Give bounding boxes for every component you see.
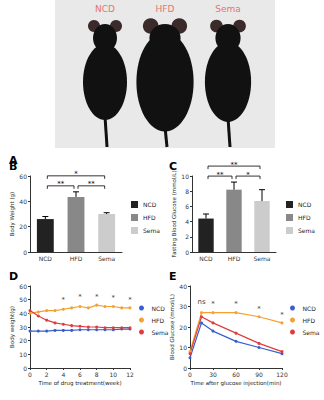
svg-text:ns: ns <box>197 298 205 306</box>
svg-text:20: 20 <box>179 324 187 331</box>
svg-text:NCD: NCD <box>95 4 115 14</box>
svg-text:60: 60 <box>232 371 240 378</box>
svg-text:HFD: HFD <box>143 214 156 221</box>
svg-text:60: 60 <box>19 283 27 290</box>
svg-text:NCD: NCD <box>152 305 166 312</box>
svg-text:HFD: HFD <box>228 255 241 262</box>
svg-text:Sema: Sema <box>98 255 115 262</box>
svg-text:Body weight(g): Body weight(g) <box>9 306 16 348</box>
svg-text:Time after glucose injection(m: Time after glucose injection(min) <box>189 380 281 387</box>
svg-text:NCD: NCD <box>303 305 317 312</box>
svg-text:Sema: Sema <box>303 329 320 336</box>
svg-text:**: ** <box>88 180 96 188</box>
svg-text:8: 8 <box>95 371 99 378</box>
svg-text:*: * <box>234 300 238 308</box>
svg-text:6: 6 <box>78 371 82 378</box>
svg-text:*: * <box>246 171 250 179</box>
svg-text:Blood Glucose (mmol/L): Blood Glucose (mmol/L) <box>169 294 175 360</box>
svg-text:40: 40 <box>19 310 27 317</box>
svg-text:0: 0 <box>183 365 187 372</box>
svg-text:Sema: Sema <box>253 255 270 262</box>
svg-text:*: * <box>74 170 78 178</box>
svg-text:120: 120 <box>276 371 288 378</box>
svg-text:HFD: HFD <box>156 4 175 14</box>
svg-text:90: 90 <box>255 371 263 378</box>
svg-text:2: 2 <box>185 233 189 240</box>
svg-text:Sema: Sema <box>143 227 160 234</box>
svg-text:Sema: Sema <box>152 329 169 336</box>
svg-text:HFD: HFD <box>303 317 316 324</box>
svg-text:0: 0 <box>23 249 27 256</box>
svg-text:B: B <box>9 160 17 173</box>
svg-text:10: 10 <box>181 173 189 180</box>
svg-text:E: E <box>169 270 177 283</box>
svg-text:10: 10 <box>179 344 187 351</box>
svg-text:NCD: NCD <box>143 201 157 208</box>
svg-text:0: 0 <box>23 365 27 372</box>
svg-text:Fasting Blood Glucose (mmol/L): Fasting Blood Glucose (mmol/L) <box>171 170 178 257</box>
svg-text:HFD: HFD <box>298 214 311 221</box>
svg-text:2: 2 <box>45 371 49 378</box>
svg-text:30: 30 <box>179 303 187 310</box>
svg-text:60: 60 <box>19 173 27 180</box>
svg-text:6: 6 <box>185 203 189 210</box>
svg-text:20: 20 <box>19 223 27 230</box>
svg-text:*: * <box>128 296 132 304</box>
svg-text:Body Weight (g): Body Weight (g) <box>9 192 16 236</box>
svg-text:0: 0 <box>28 371 32 378</box>
svg-text:Sema: Sema <box>215 4 241 14</box>
svg-text:8: 8 <box>185 188 189 195</box>
svg-text:*: * <box>280 311 284 319</box>
svg-text:4: 4 <box>185 218 189 225</box>
svg-text:NCD: NCD <box>298 201 312 208</box>
svg-text:0: 0 <box>188 371 192 378</box>
svg-text:*: * <box>112 294 116 302</box>
svg-text:**: ** <box>57 180 65 188</box>
svg-text:*: * <box>95 293 99 301</box>
svg-text:D: D <box>9 270 18 283</box>
svg-text:12: 12 <box>126 371 134 378</box>
svg-text:C: C <box>169 160 177 173</box>
svg-text:*: * <box>78 293 82 301</box>
svg-text:*: * <box>211 300 215 308</box>
svg-text:10: 10 <box>19 351 27 358</box>
svg-text:NCD: NCD <box>199 255 213 262</box>
svg-text:Time of drug treatment(week): Time of drug treatment(week) <box>37 380 121 387</box>
svg-text:50: 50 <box>19 296 27 303</box>
svg-text:20: 20 <box>19 337 27 344</box>
svg-text:**: ** <box>217 171 225 179</box>
svg-text:*: * <box>62 296 66 304</box>
svg-text:4: 4 <box>61 371 65 378</box>
svg-text:NCD: NCD <box>39 255 53 262</box>
svg-text:*: * <box>257 305 261 313</box>
svg-text:HFD: HFD <box>152 317 165 324</box>
svg-text:0: 0 <box>185 249 189 256</box>
svg-text:HFD: HFD <box>70 255 83 262</box>
svg-text:40: 40 <box>179 283 187 290</box>
svg-text:30: 30 <box>19 324 27 331</box>
svg-text:**: ** <box>231 161 239 169</box>
svg-text:40: 40 <box>19 198 27 205</box>
svg-text:Sema: Sema <box>298 227 315 234</box>
svg-text:30: 30 <box>209 371 217 378</box>
svg-text:10: 10 <box>110 371 118 378</box>
